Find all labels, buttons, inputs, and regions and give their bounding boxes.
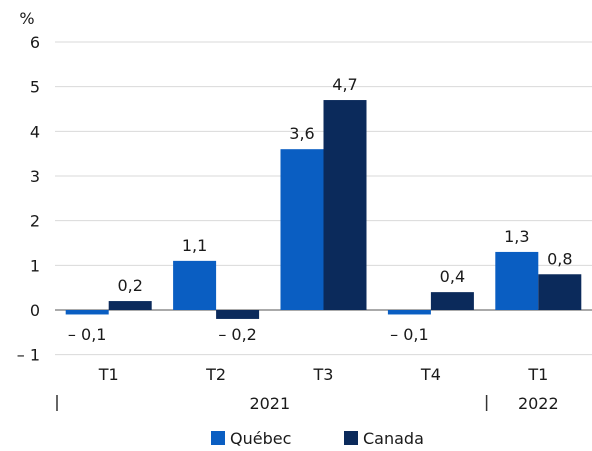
- y-unit-label: %: [19, 9, 34, 28]
- legend-label: Canada: [363, 429, 424, 448]
- data-label: 3,6: [289, 124, 314, 143]
- y-tick-label: 2: [30, 212, 40, 231]
- bar: [280, 149, 324, 310]
- x-tick-label: T4: [420, 365, 441, 384]
- data-label: 4,7: [332, 75, 357, 94]
- y-tick-label: 4: [30, 122, 40, 141]
- bar: [65, 310, 109, 315]
- x-tick-label: T1: [527, 365, 548, 384]
- y-axis-ticks: – 1 0 1 2 3 4 5 6: [17, 33, 40, 365]
- data-label: 1,3: [504, 227, 529, 246]
- data-label: 1,1: [182, 236, 207, 255]
- bar: [387, 310, 431, 315]
- y-tick-label: 3: [30, 167, 40, 186]
- data-label: 0,2: [117, 276, 142, 295]
- x-axis: T1 T2 T3 T4 T1 2021 2022: [56, 365, 559, 413]
- year-label: 2022: [518, 394, 559, 413]
- legend-swatch: [211, 431, 225, 445]
- bar: [323, 100, 367, 311]
- bar: [108, 301, 152, 310]
- data-label: – 0,1: [390, 325, 429, 344]
- x-tick-label: T3: [313, 365, 334, 384]
- data-label: – 0,1: [68, 325, 107, 344]
- data-labels: – 0,1 0,2 1,1 – 0,2 3,6 4,7 – 0,1 0,4 1,3 0,8: [68, 75, 573, 344]
- y-tick-label: 5: [30, 78, 40, 97]
- legend-swatch: [344, 431, 358, 445]
- bar: [495, 251, 539, 310]
- bar: [216, 310, 260, 319]
- data-label: – 0,2: [218, 325, 257, 344]
- bars: [65, 100, 582, 319]
- data-label: 0,8: [547, 249, 572, 268]
- legend: Québec Canada: [211, 429, 424, 448]
- year-label: 2021: [249, 394, 290, 413]
- x-tick-label: T2: [205, 365, 226, 384]
- bar: [538, 274, 582, 310]
- x-tick-label: T1: [98, 365, 119, 384]
- y-tick-label: 0: [30, 301, 40, 320]
- legend-label: Québec: [230, 429, 291, 448]
- bar: [430, 292, 474, 310]
- bar: [173, 260, 217, 310]
- y-tick-label: 1: [30, 256, 40, 275]
- data-label: 0,4: [440, 267, 465, 286]
- y-tick-label: 6: [30, 33, 40, 52]
- y-tick-label: – 1: [17, 346, 40, 365]
